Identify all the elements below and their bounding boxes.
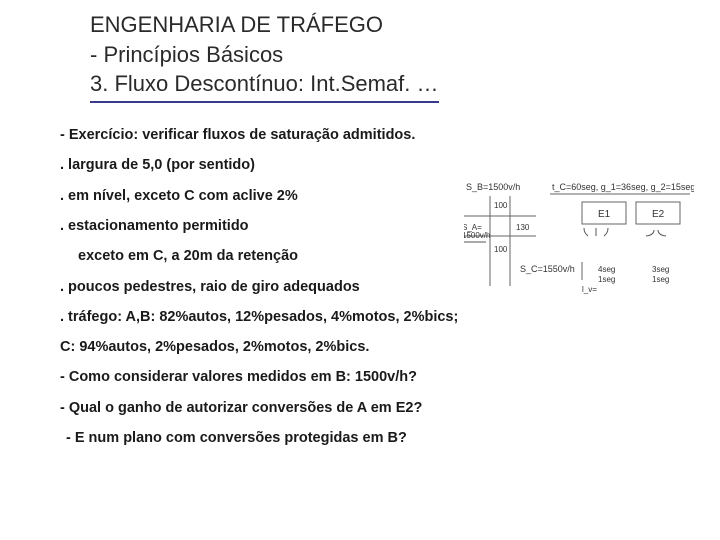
slide-title: ENGENHARIA DE TRÁFEGO - Princípios Básic… xyxy=(90,10,680,103)
bullet-q1: - Como considerar valores medidos em B: … xyxy=(60,367,680,387)
label-sc: S_C=1550v/h xyxy=(520,264,575,274)
title-line-3: 3. Fluxo Descontínuo: Int.Semaf. … xyxy=(90,69,439,103)
title-line-2: - Princípios Básicos xyxy=(90,40,680,70)
label-sa2: 1500v/h xyxy=(464,231,490,240)
label-130: 130 xyxy=(516,223,530,232)
bullet-largura: . largura de 5,0 (por sentido) xyxy=(60,155,680,175)
label-sb: S_B=1500v/h xyxy=(466,182,520,192)
label-lv: l_v= xyxy=(582,285,597,294)
intersection-diagram: S_B=1500v/h t_C=60seg, g_1=36seg, g_2=15… xyxy=(464,180,694,300)
label-t2a: 3seg xyxy=(652,265,669,274)
bullet-exercise: - Exercício: verificar fluxos de saturaç… xyxy=(60,125,680,145)
label-100a: 100 xyxy=(494,201,508,210)
bullet-trafego-ab: . tráfego: A,B: 82%autos, 12%pesados, 4%… xyxy=(60,307,680,327)
label-t2b: 1seg xyxy=(652,275,669,284)
label-t1b: 1seg xyxy=(598,275,615,284)
bullet-q3: - E num plano com conversões protegidas … xyxy=(66,428,680,448)
bullet-q2: - Qual o ganho de autorizar conversões d… xyxy=(60,398,680,418)
label-100b: 100 xyxy=(494,245,508,254)
title-line-1: ENGENHARIA DE TRÁFEGO xyxy=(90,10,680,40)
bullet-trafego-c: C: 94%autos, 2%pesados, 2%motos, 2%bics. xyxy=(60,337,680,357)
label-tc: t_C=60seg, g_1=36seg, g_2=15seg xyxy=(552,182,694,192)
label-e1: E1 xyxy=(598,209,611,220)
label-t1a: 4seg xyxy=(598,265,615,274)
label-e2: E2 xyxy=(652,209,665,220)
